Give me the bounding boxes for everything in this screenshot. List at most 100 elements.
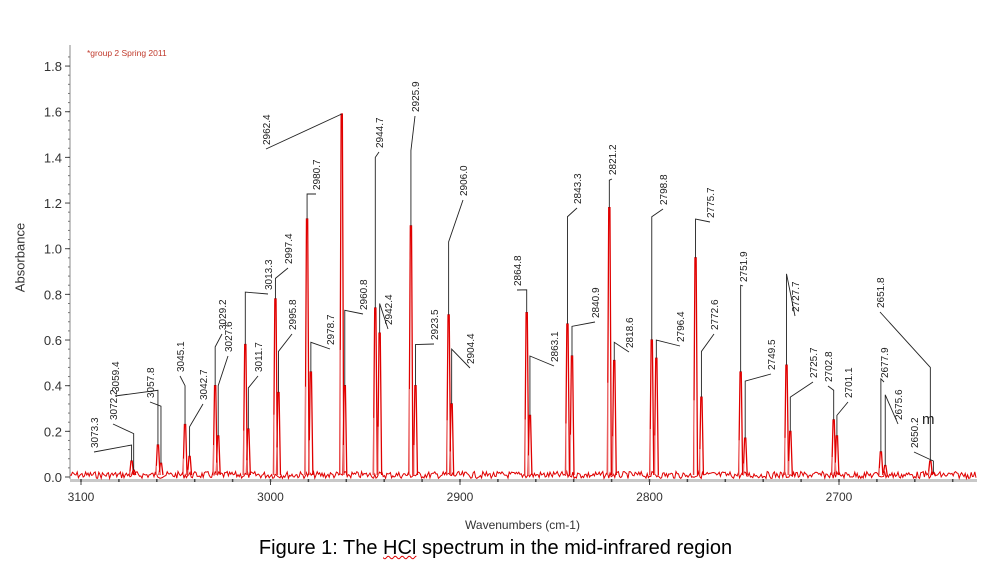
peak-label: 2650.2 [910, 417, 921, 448]
y-tick-label: 1.0 [44, 242, 62, 257]
peak-label: 3013.3 [264, 259, 275, 290]
x-tick-label: 3000 [257, 490, 284, 504]
peak-leader-line [613, 341, 630, 361]
peak-label: 2751.9 [739, 251, 750, 282]
peak-label: 2749.5 [767, 339, 778, 370]
peak-label: 2677.9 [880, 347, 891, 378]
peak-leader-line [451, 348, 471, 404]
x-tick-label: 2700 [826, 490, 853, 504]
peak-leader-line [789, 381, 814, 432]
y-tick-label: 1.2 [44, 196, 62, 211]
peak-leader-line [695, 218, 711, 258]
peak-leader-line [379, 303, 389, 334]
peak-leader-line [913, 451, 934, 473]
peak-label: 3057.8 [146, 367, 157, 398]
y-tick-label: 0.6 [44, 333, 62, 348]
peak-leader-line [306, 193, 317, 220]
peak-label: 3072.2 [109, 389, 120, 420]
peak-label: 3059.4 [111, 361, 122, 392]
peak-label: 2821.2 [608, 144, 619, 175]
peak-leader-line [571, 321, 596, 357]
peak-label: 2727.7 [791, 281, 802, 312]
peak-leader-line [189, 403, 204, 457]
peak-label: 2863.1 [550, 331, 561, 362]
peak-label: 3073.3 [90, 417, 101, 448]
x-tick-label: 2800 [636, 490, 663, 504]
y-tick-label: 0.2 [44, 424, 62, 439]
peak-label: 2796.4 [676, 311, 687, 342]
peak-label: 3027.6 [224, 321, 235, 352]
peak-label: 2701.1 [844, 367, 855, 398]
peak-leader-line [217, 355, 229, 436]
peak-leader-line [516, 289, 528, 313]
peak-label: 3045.1 [176, 341, 187, 372]
peak-leader-line [879, 311, 931, 462]
peak-leader-line [880, 377, 885, 452]
peak-leader-line [740, 284, 744, 372]
peak-leader-line [529, 355, 555, 416]
x-axis [70, 479, 977, 482]
peak-leader-line [700, 333, 715, 398]
baseline-noise [69, 469, 977, 481]
y-tick-label: 1.6 [44, 105, 62, 120]
y-tick-label: 1.8 [44, 59, 62, 74]
peak-leader-line [344, 309, 364, 386]
peak-label: 2818.6 [625, 317, 636, 348]
peak-leader-line [114, 389, 159, 446]
peak-leader-line [310, 341, 331, 372]
peak-leader-line [786, 273, 796, 366]
caption-prefix: Figure 1: The [258, 537, 384, 559]
peak-label: 2906.0 [459, 165, 470, 196]
y-tick-label: 0.4 [44, 379, 62, 394]
peak-label: 2725.7 [809, 347, 820, 378]
peak-leader-line [415, 343, 435, 386]
peak-leader-line [651, 208, 664, 341]
peak-leader-line [566, 207, 578, 325]
peak-label: 2840.9 [591, 287, 602, 318]
peak-leader-line [608, 178, 613, 208]
peak-label: 2651.8 [876, 277, 887, 308]
peak-label: 2923.5 [430, 309, 441, 340]
peak-leader-line [410, 115, 416, 226]
peak-leader-line [836, 401, 849, 436]
peak-leader-line [112, 423, 135, 471]
peak-label: 2997.4 [284, 233, 295, 264]
x-axis-label: Wavenumbers (cm-1) [465, 518, 580, 532]
peak-leader-line [448, 199, 464, 315]
x-tick-label: 2900 [447, 490, 474, 504]
peak-leader-line [827, 385, 835, 420]
figure-caption: Figure 1: The HCl spectrum in the mid-in… [0, 537, 991, 560]
peak-label: 2944.7 [375, 117, 386, 148]
peak-leader-line [247, 375, 259, 430]
peak-label: 3011.7 [254, 342, 265, 372]
peak-leader-line [655, 339, 681, 359]
peak-label: 2702.8 [824, 351, 835, 382]
peak-label: 2925.9 [411, 81, 422, 112]
peak-leader-line [265, 113, 342, 150]
peak-leader-line [179, 375, 186, 425]
peak-label: 2775.7 [706, 187, 717, 218]
peak-leader-line [278, 333, 293, 393]
peak-label: 2843.3 [573, 173, 584, 204]
y-tick-label: 0.0 [44, 470, 62, 485]
peak-leader-line [374, 151, 380, 309]
x-tick-label: 3100 [68, 490, 95, 504]
peak-leader-line [884, 394, 899, 466]
y-tick-label: 0.8 [44, 287, 62, 302]
peak-label: 2864.8 [513, 255, 524, 286]
peak-label: 3029.2 [218, 299, 229, 330]
peak-leader-line [214, 333, 223, 386]
peak-label: 2772.6 [710, 299, 721, 330]
peak-leader-line [274, 267, 289, 299]
annotation-note: *group 2 Spring 2011 [87, 48, 167, 58]
peak-label: 2978.7 [326, 314, 337, 345]
peak-label: 2675.6 [894, 389, 905, 420]
y-tick-label: 1.4 [44, 150, 62, 165]
peak-leader-line [244, 291, 269, 345]
peak-label: 3042.7 [199, 369, 210, 400]
peak-label: 2962.4 [262, 114, 273, 145]
caption-hcl: HCl [383, 537, 417, 559]
caption-suffix: spectrum in the mid-infrared region [416, 537, 733, 559]
peak-leader-line [93, 444, 133, 462]
